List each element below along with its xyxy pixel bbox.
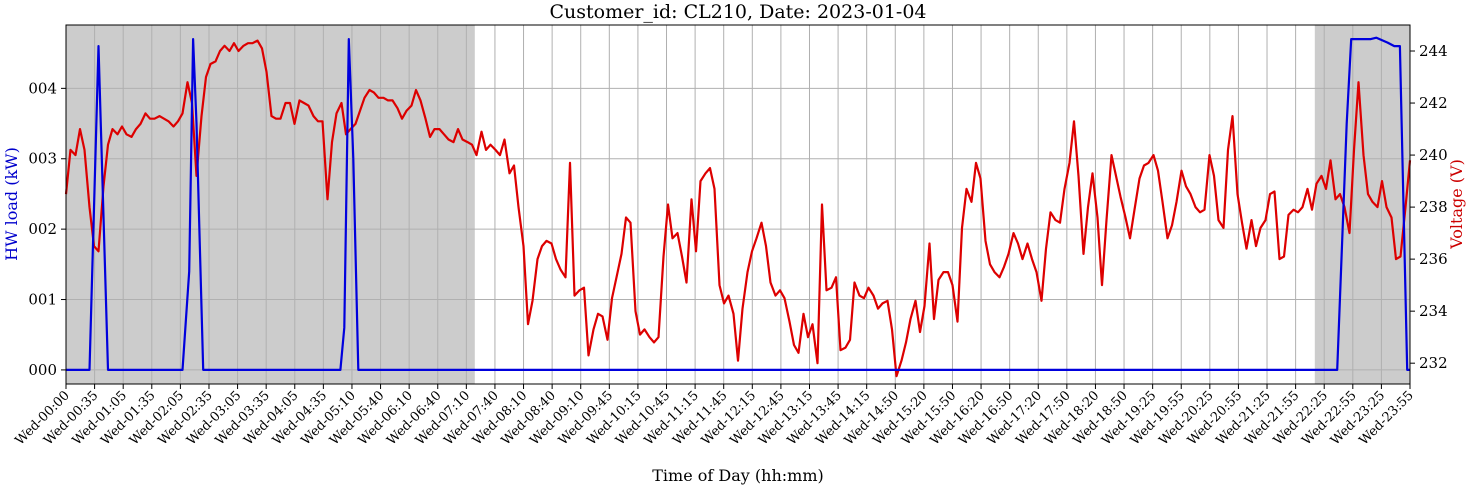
series (64, 36, 1412, 378)
left-tick-label: 004 (28, 79, 57, 97)
shaded-period-1 (1314, 25, 1410, 384)
shaded-period-0 (66, 25, 475, 384)
left-tick-label: 003 (28, 150, 57, 168)
x-axis-ticks: Wed-00:00Wed-00:35Wed-01:05Wed-01:35Wed-… (13, 384, 1417, 448)
right-axis-label: Voltage (V) (1447, 159, 1466, 250)
right-axis-ticks: 232 234 236 238 240 242 244 (1410, 42, 1448, 372)
left-tick-label: 001 (28, 291, 57, 309)
left-tick-label: 002 (28, 220, 57, 238)
left-axis-label: HW load (kW) (2, 147, 21, 261)
x-axis-label: Time of Day (hh:mm) (652, 466, 823, 485)
chart-title: Customer_id: CL210, Date: 2023-01-04 (549, 1, 926, 23)
voltage-series-line (64, 39, 1412, 378)
right-tick-label: 240 (1419, 146, 1448, 164)
left-tick-label: 000 (28, 361, 57, 379)
right-tick-label: 234 (1419, 302, 1448, 320)
right-tick-label: 242 (1419, 94, 1448, 112)
plot-frame (65, 24, 1411, 385)
right-tick-label: 232 (1419, 354, 1448, 372)
right-tick-label: 244 (1419, 42, 1448, 60)
right-tick-label: 236 (1419, 250, 1448, 268)
grid (65, 25, 1411, 384)
load-series-line (66, 36, 1410, 371)
shaded-periods (66, 25, 1410, 384)
left-axis-ticks: 000 001 002 003 004 (28, 79, 66, 379)
right-tick-label: 238 (1419, 198, 1448, 216)
